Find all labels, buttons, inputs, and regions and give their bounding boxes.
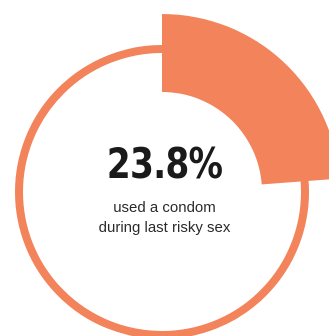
inner-disc (62, 92, 262, 292)
caption-line-2: during last risky sex (98, 219, 231, 236)
caption-line-1: used a condom (113, 199, 216, 216)
percentage-value: 23.8% (106, 139, 223, 188)
